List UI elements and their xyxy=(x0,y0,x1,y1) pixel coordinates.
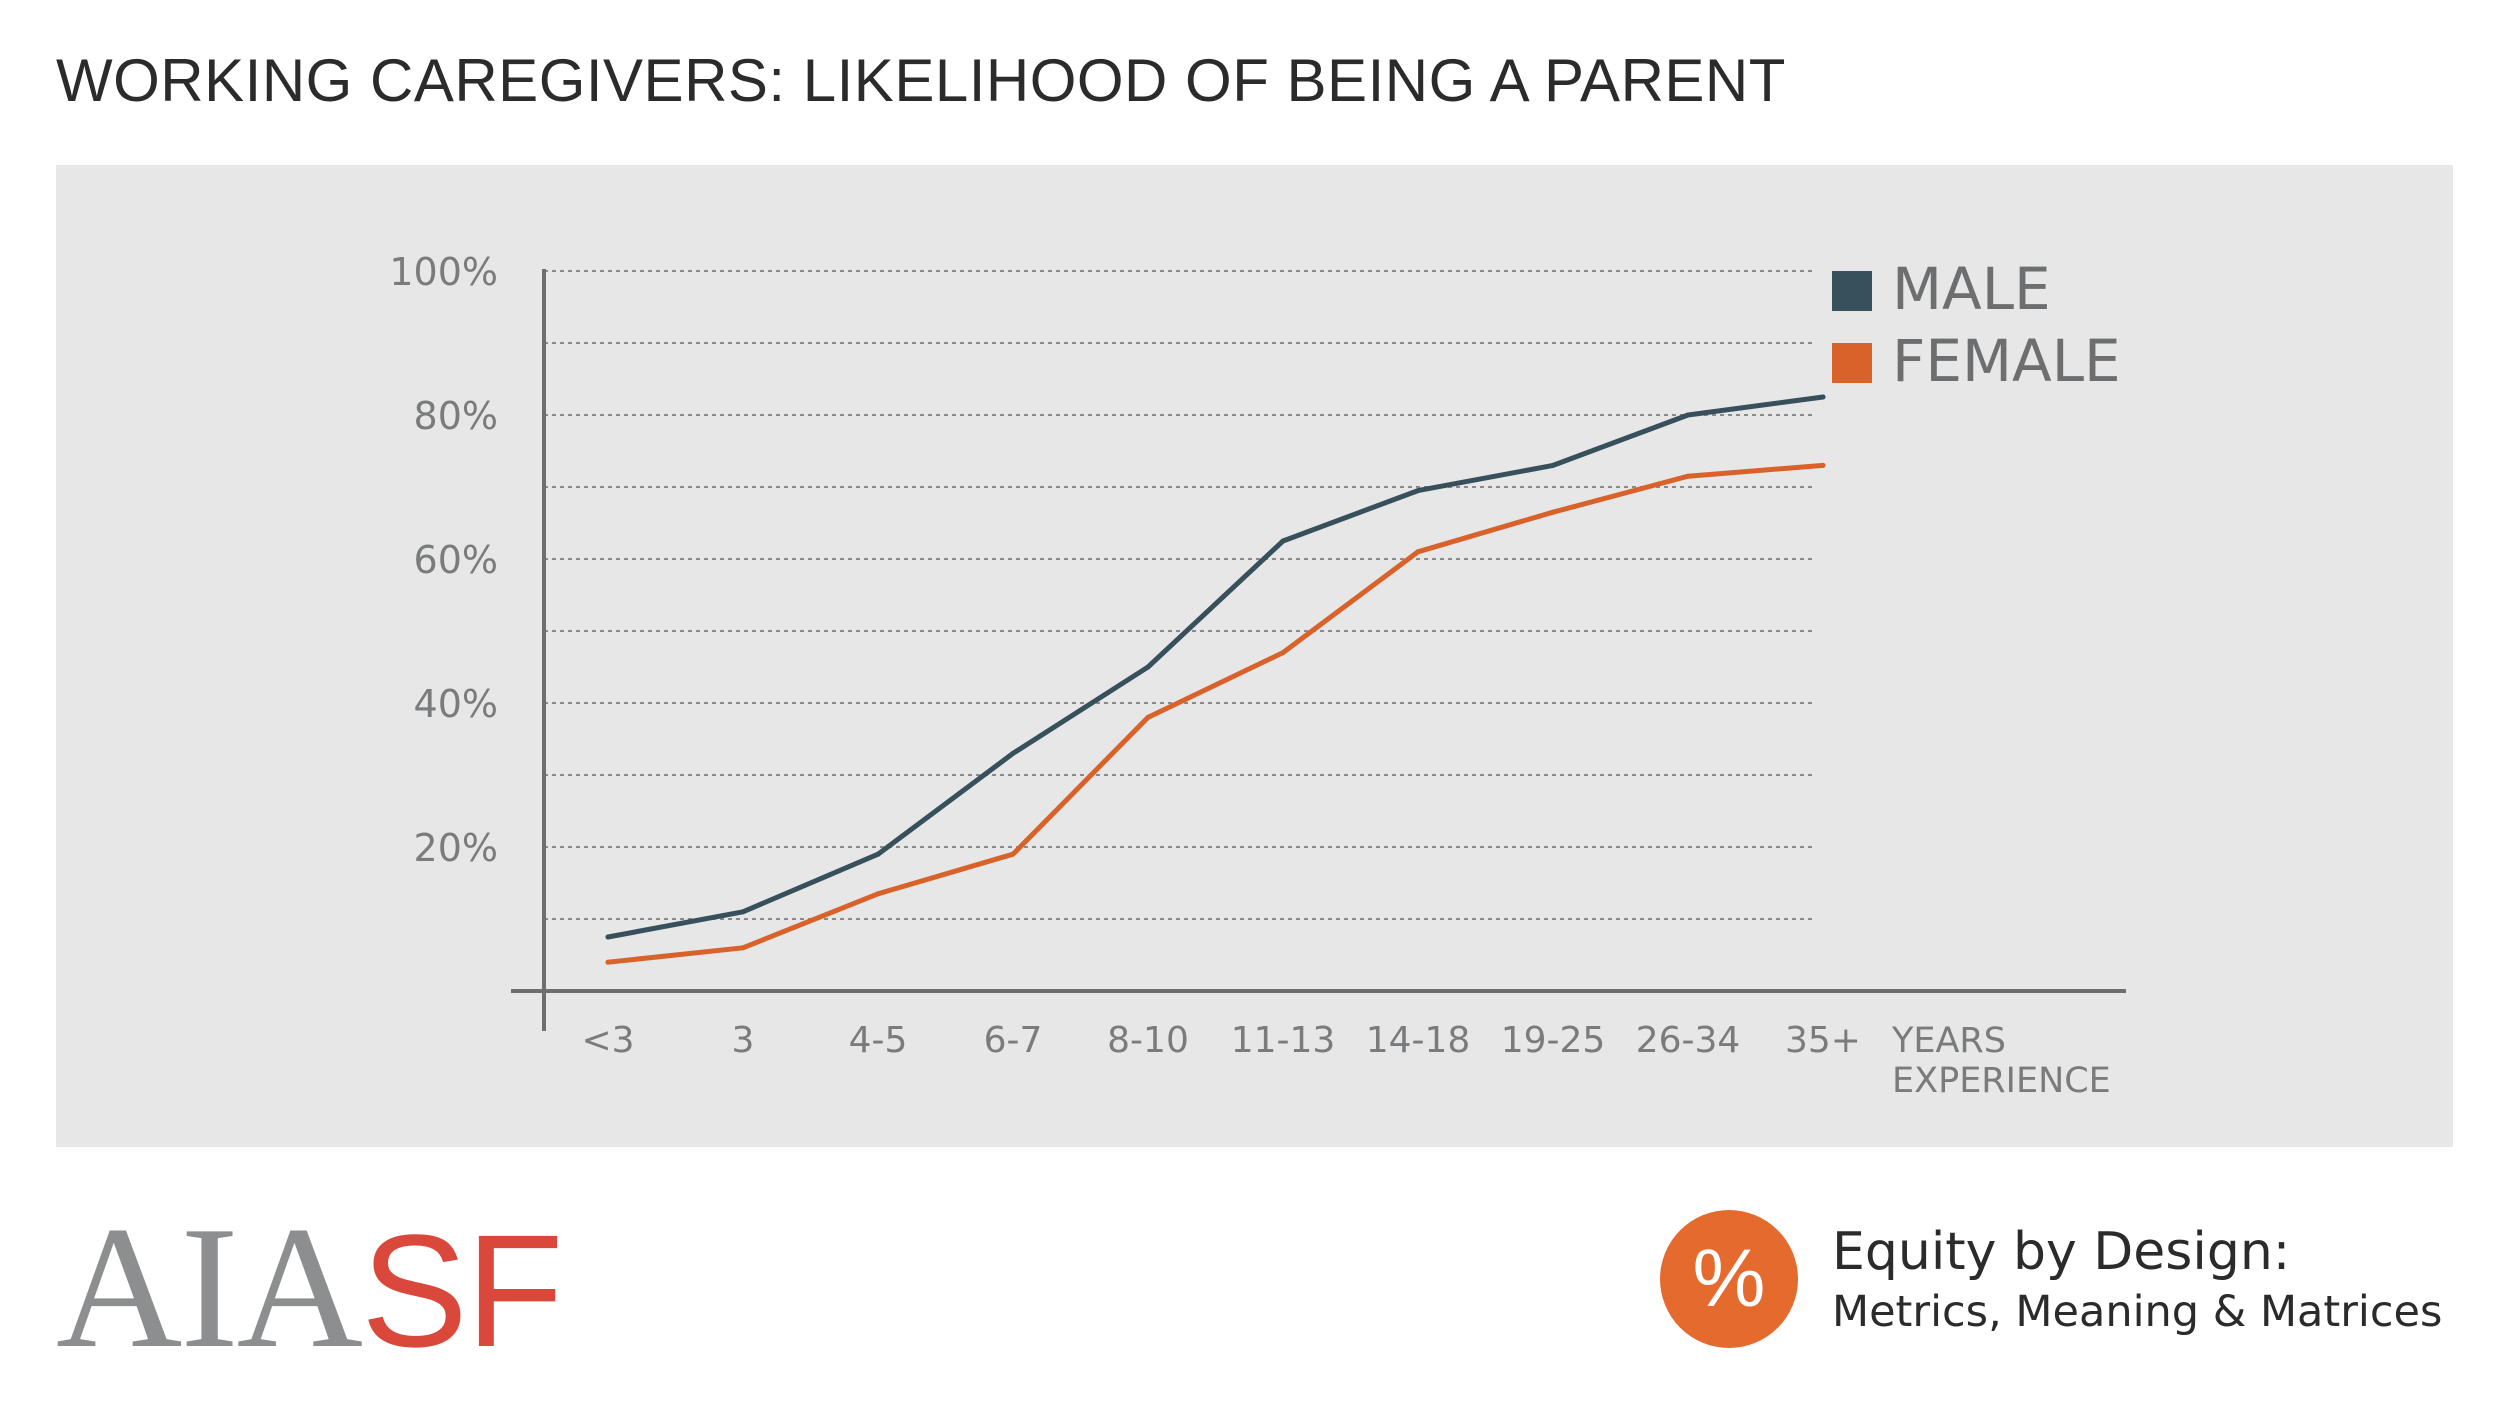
data-point-female xyxy=(605,959,611,965)
data-point-female xyxy=(1685,473,1691,479)
data-point-male xyxy=(1685,412,1691,418)
y-tick-label: 20% xyxy=(414,826,498,870)
chart-panel: 20% 40% 60% 80% 100% <3 3 4-5 6-7 8-10 11-13 14-18 1… xyxy=(56,165,2453,1147)
y-tick-label: 100% xyxy=(389,250,498,294)
legend-swatch-female xyxy=(1832,343,1872,383)
data-point-female xyxy=(875,891,881,897)
data-point-male xyxy=(1550,462,1556,468)
series-title-block: Equity by Design: Metrics, Meaning & Mat… xyxy=(1832,1220,2442,1340)
x-tick-label: 11-13 xyxy=(1231,1020,1336,1061)
data-point-male xyxy=(875,851,881,857)
line-chart: 20% 40% 60% 80% 100% <3 3 4-5 6-7 8-10 11-13 14-18 1… xyxy=(389,250,2126,1101)
series-subtitle: Metrics, Meaning & Matrices xyxy=(1832,1287,2443,1337)
data-point-male xyxy=(740,909,746,915)
x-tick-label: 26-34 xyxy=(1636,1020,1741,1061)
data-point-male xyxy=(1415,488,1421,494)
logo-sf-text: SF xyxy=(361,1201,563,1380)
data-point-female xyxy=(1820,462,1826,468)
x-tick-label: 14-18 xyxy=(1366,1020,1471,1061)
data-point-female xyxy=(1415,549,1421,555)
x-tick-label: 4-5 xyxy=(849,1020,908,1061)
x-tick-label: 3 xyxy=(732,1020,755,1061)
data-point-male xyxy=(1280,538,1286,544)
x-tick-label: 35+ xyxy=(1785,1020,1861,1061)
series-line-male xyxy=(605,394,1826,940)
x-tick-label: 19-25 xyxy=(1501,1020,1606,1061)
legend-label-male: MALE xyxy=(1892,255,2051,323)
y-tick-label: 40% xyxy=(414,682,498,726)
aiasf-logo: AIASF xyxy=(56,1200,564,1375)
series-title: Equity by Design: xyxy=(1832,1222,2291,1282)
x-tick-label: 8-10 xyxy=(1107,1020,1189,1061)
series-line-female xyxy=(605,462,1826,965)
data-point-female xyxy=(1550,509,1556,515)
x-axis-title-line: EXPERIENCE xyxy=(1892,1061,2111,1101)
data-point-male xyxy=(1145,664,1151,670)
legend-label-female: FEMALE xyxy=(1892,327,2121,395)
data-point-female xyxy=(740,945,746,951)
data-point-female xyxy=(1280,650,1286,656)
data-point-female xyxy=(1010,851,1016,857)
legend-swatch-male xyxy=(1832,271,1872,311)
percent-symbol: % xyxy=(1692,1233,1766,1324)
y-tick-label: 60% xyxy=(414,538,498,582)
x-axis-title-line: YEARS xyxy=(1891,1021,2006,1061)
x-tick-label: 6-7 xyxy=(984,1020,1043,1061)
logo-aia-text: AIA xyxy=(56,1190,363,1384)
percent-badge-icon: % xyxy=(1660,1210,1798,1348)
chart-title: WORKING CAREGIVERS: LIKELIHOOD OF BEING … xyxy=(56,47,1786,114)
data-point-male xyxy=(1820,394,1826,400)
y-tick-label: 80% xyxy=(414,394,498,438)
data-point-female xyxy=(1145,714,1151,720)
data-point-male xyxy=(1010,750,1016,756)
data-point-male xyxy=(605,934,611,940)
x-tick-label: <3 xyxy=(581,1020,634,1061)
